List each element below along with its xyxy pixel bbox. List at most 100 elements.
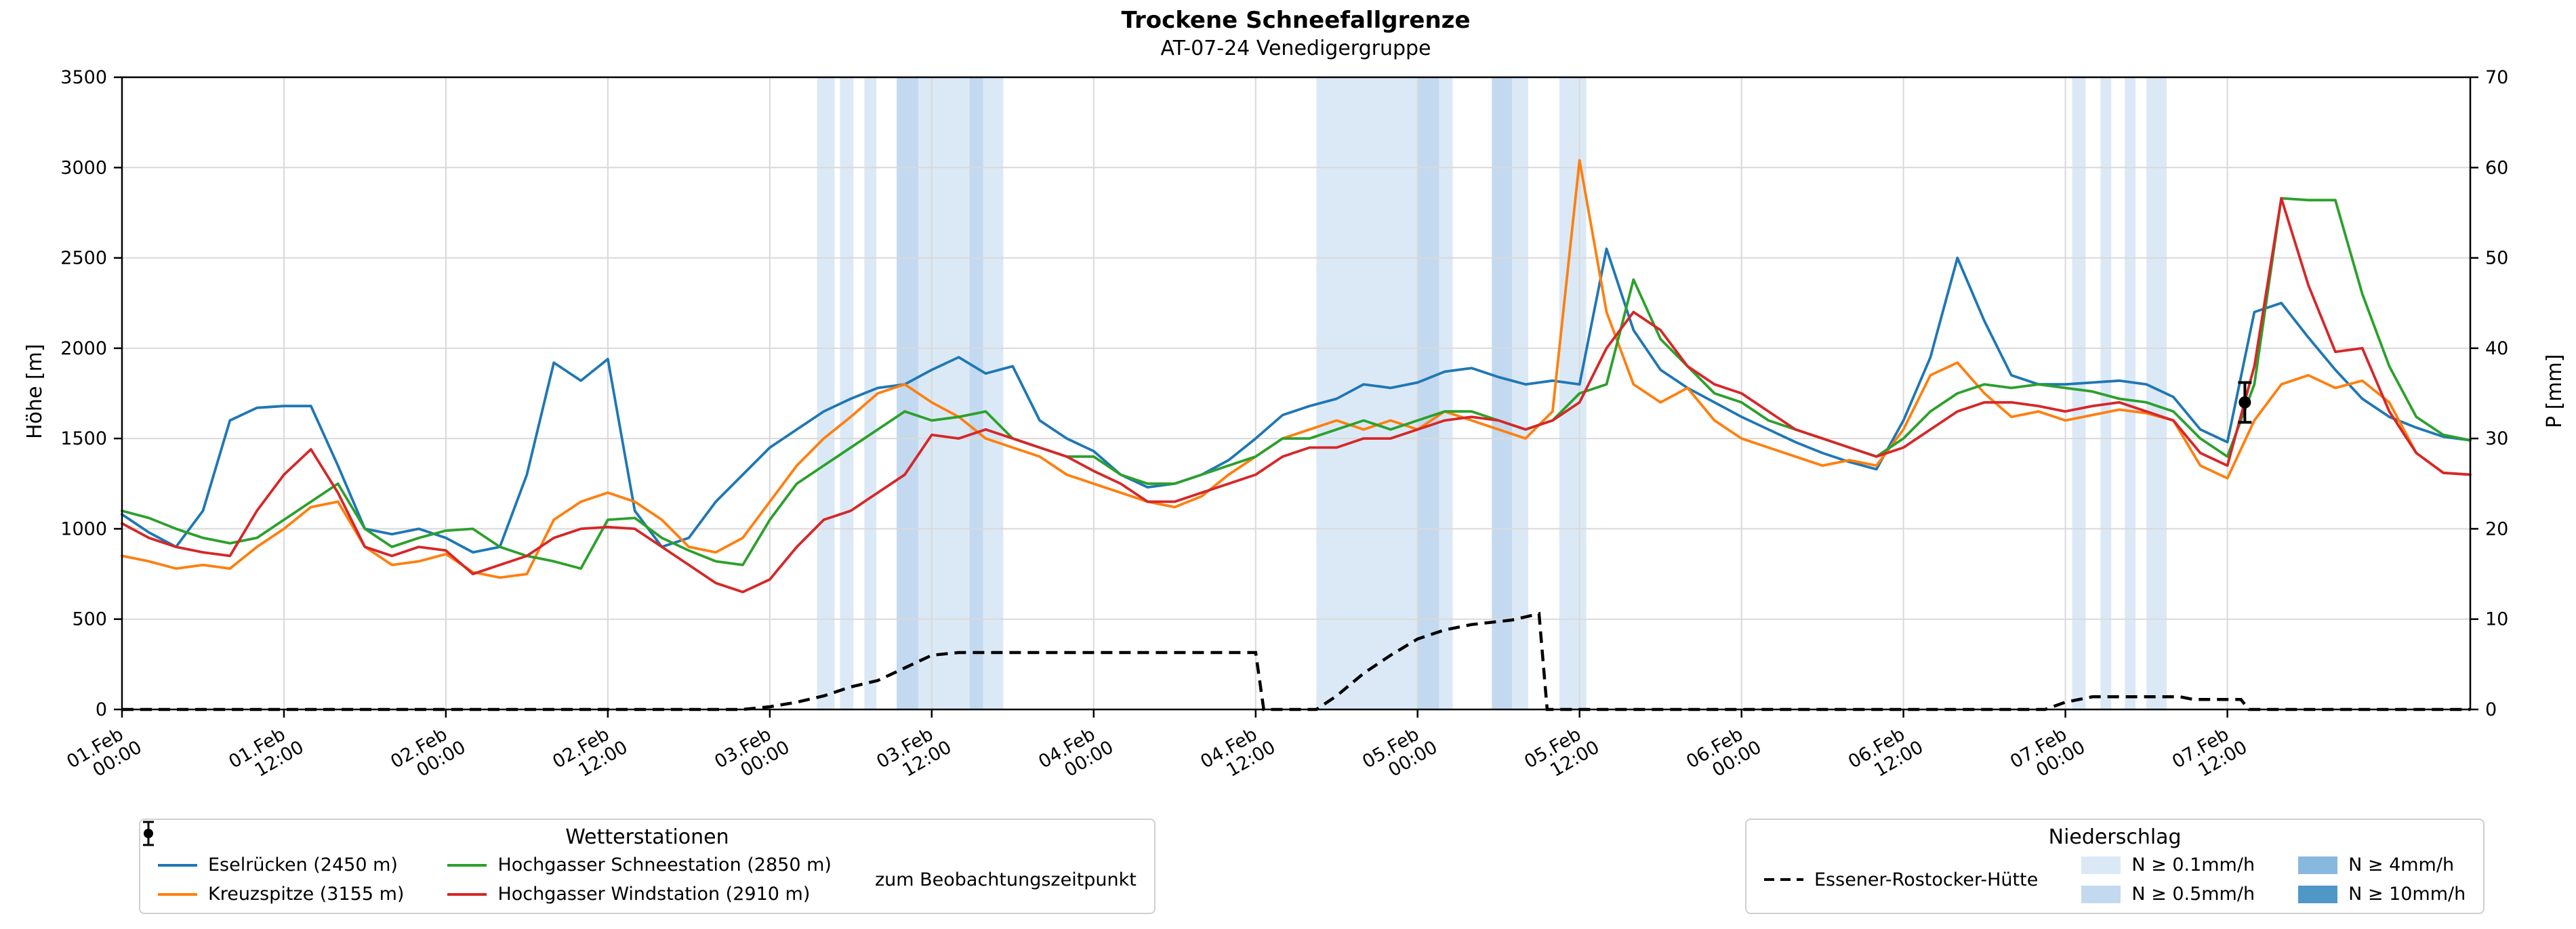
errorbar-marker-icon [143,821,154,846]
y-tick-label-right: 0 [2485,699,2497,720]
x-tick-label: 04.Feb00:00 [1035,719,1117,790]
legend-label: N ≥ 0.1mm/h [2131,854,2255,875]
x-tick-label: 03.Feb00:00 [711,719,793,790]
svg-text:01.Feb00:00: 01.Feb00:00 [63,719,145,790]
patch-swatch-medium-icon [2298,856,2338,874]
svg-text:03.Feb12:00: 03.Feb12:00 [873,719,955,790]
legend-item-observation: zum Beobachtungszeitpunkt [143,821,1137,890]
y-tick-label-left: 2000 [60,338,107,359]
svg-text:02.Feb12:00: 02.Feb12:00 [549,719,631,790]
line-swatch-orange-icon [158,892,197,896]
observation-marker [2238,381,2252,424]
y-tick-label-left: 1000 [60,518,107,539]
precip-band [864,77,877,709]
precip-band [1316,77,1418,709]
legend-label: Kreuzspitze (3155 m) [208,884,405,905]
legend-label: N ≥ 10mm/h [2348,884,2466,905]
legend-item-schneestation: Hochgasser Schneestation (2850 m) [447,854,832,875]
patch-swatch-medium-light-icon [2081,885,2121,903]
svg-text:06.Feb12:00: 06.Feb12:00 [1845,719,1927,790]
y-tick-label-left: 3000 [60,157,107,178]
precip-band [840,77,854,709]
dashed-line-swatch-icon [1764,878,1803,881]
legend-item-n4: N ≥ 4mm/h [2298,854,2466,875]
series-line [121,197,2472,570]
x-tick-label: 05.Feb00:00 [1359,719,1441,790]
precip-band [1512,77,1528,709]
patch-swatch-light-icon [2081,856,2121,874]
patch-swatch-dark-icon [2298,885,2338,903]
legend-label: zum Beobachtungszeitpunkt [874,869,1137,890]
series-line [121,247,2472,554]
x-tick-label: 06.Feb12:00 [1845,719,1927,790]
y-tick-label-left: 2500 [60,248,107,269]
legend-label: Eselrücken (2450 m) [208,854,398,875]
legend-precip: Niederschlag Essener-Rostocker-Hütte N ≥… [1745,819,2485,914]
legend-label: Hochgasser Schneestation (2850 m) [497,854,832,875]
precip-line [122,611,2470,711]
svg-text:04.Feb00:00: 04.Feb00:00 [1035,719,1117,790]
y-tick-label-right: 40 [2485,338,2508,359]
line-swatch-green-icon [447,863,487,867]
svg-text:02.Feb00:00: 02.Feb00:00 [387,719,469,790]
legend-item-kreuzspitze: Kreuzspitze (3155 m) [158,884,404,905]
legend-precip-title: Niederschlag [2048,825,2182,849]
legend-label: Essener-Rostocker-Hütte [1814,869,2039,890]
legend-item-n01: N ≥ 0.1mm/h [2081,854,2255,875]
chart-title: Trockene Schneefallgrenze [1121,7,1471,34]
legend-item-huette: Essener-Rostocker-Hütte [1764,869,2038,890]
svg-text:03.Feb00:00: 03.Feb00:00 [711,719,793,790]
series-line [121,197,2472,594]
line-swatch-red-icon [447,892,487,896]
precip-band [1492,77,1513,709]
plot-border [121,76,2472,711]
precip-band [969,77,983,709]
svg-text:05.Feb12:00: 05.Feb12:00 [1521,719,1603,790]
y-tick-label-left: 1500 [60,428,107,449]
precip-band [2125,77,2136,709]
y-tick-label-right: 70 [2485,67,2508,88]
line-swatch-blue-icon [158,863,197,867]
legend-label: N ≥ 4mm/h [2348,854,2455,875]
x-tick-label: 04.Feb12:00 [1197,719,1279,790]
y-tick-label-right: 60 [2485,157,2508,178]
y-tick-label-left: 3500 [60,67,107,88]
chart-subtitle: AT-07-24 Venedigergruppe [1160,37,1431,60]
x-tick-label: 02.Feb12:00 [549,719,631,790]
precip-band [2100,77,2112,709]
precip-band [1417,77,1439,709]
x-tick-label: 07.Feb12:00 [2169,719,2251,790]
precip-band [2072,77,2086,709]
legend-stations: Wetterstationen Eselrücken (2450 m) Kreu… [139,819,1156,914]
legend-item-n05: N ≥ 0.5mm/h [2081,884,2255,905]
legend-item-eselruecken: Eselrücken (2450 m) [158,854,404,875]
y-tick-label-left: 0 [96,699,107,720]
precip-band [983,77,1004,709]
y-tick-label-right: 30 [2485,428,2508,449]
legend-stations-title: Wetterstationen [565,825,729,849]
x-tick-label: 07.Feb00:00 [2007,719,2089,790]
legend-item-windstation: Hochgasser Windstation (2910 m) [447,884,832,905]
x-tick-label: 06.Feb00:00 [1683,719,1765,790]
y-tick-label-right: 10 [2485,609,2508,630]
svg-text:05.Feb00:00: 05.Feb00:00 [1359,719,1441,790]
legend-label: N ≥ 0.5mm/h [2131,884,2255,905]
legend-item-n10: N ≥ 10mm/h [2298,884,2466,905]
y-tick-label-right: 20 [2485,518,2508,539]
svg-text:04.Feb12:00: 04.Feb12:00 [1197,719,1279,790]
y-tick-label-left: 500 [72,609,107,630]
series-line [121,159,2472,579]
svg-text:06.Feb00:00: 06.Feb00:00 [1683,719,1765,790]
x-tick-label: 05.Feb12:00 [1521,719,1603,790]
svg-text:01.Feb12:00: 01.Feb12:00 [225,719,307,790]
y-tick-label-right: 50 [2485,248,2508,269]
precip-band [1439,77,1453,709]
precip-band [897,77,918,709]
x-tick-label: 02.Feb00:00 [387,719,469,790]
svg-text:07.Feb00:00: 07.Feb00:00 [2007,719,2089,790]
precip-band [817,77,835,709]
x-tick-label: 03.Feb12:00 [873,719,955,790]
svg-text:07.Feb12:00: 07.Feb12:00 [2169,719,2251,790]
